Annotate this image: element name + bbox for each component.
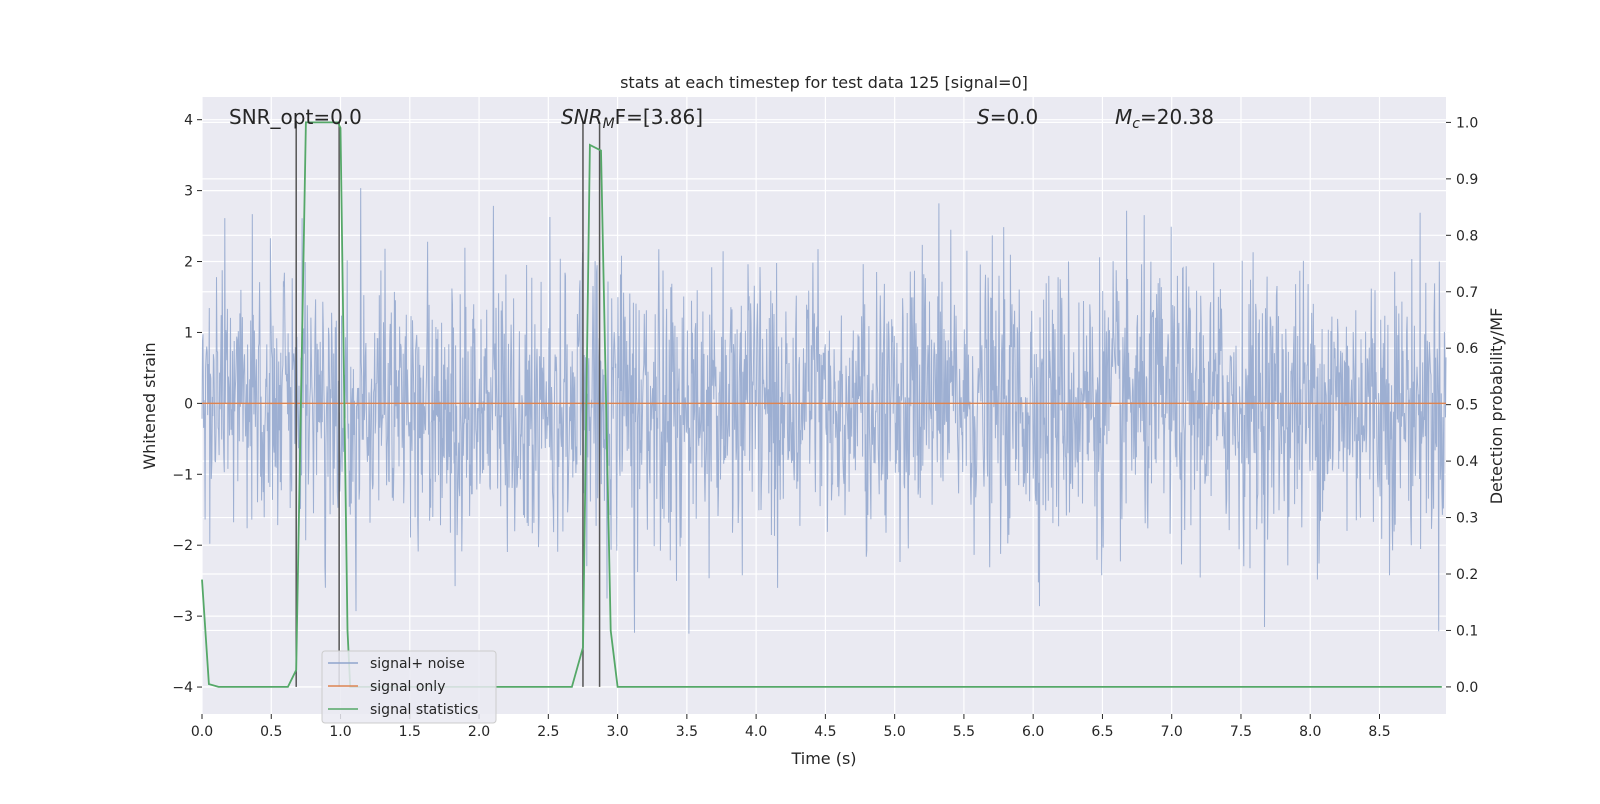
y-tick-label: −1 (172, 467, 193, 483)
annotation-snr-opt: SNR_opt=0.0 (229, 105, 362, 129)
x-tick-label: 2.0 (468, 724, 490, 740)
y2-tick-label: 0.5 (1456, 398, 1478, 414)
y2-tick-label: 0.8 (1456, 228, 1478, 244)
x-tick-label: 4.5 (814, 724, 836, 740)
x-tick-label: 8.0 (1299, 724, 1321, 740)
y-tick-label: 1 (184, 325, 193, 341)
legend-label-signal-noise: signal+ noise (370, 656, 465, 672)
x-tick-label: 1.0 (329, 724, 351, 740)
x-tick-label: 7.5 (1230, 724, 1252, 740)
y2-tick-label: 0.1 (1456, 623, 1478, 639)
x-tick-label: 6.0 (1022, 724, 1044, 740)
y2-tick-label: 0.2 (1456, 567, 1478, 583)
annotation-snr-mf: SNRMF=[3.86] (561, 105, 703, 132)
x-tick-label: 3.0 (606, 724, 628, 740)
y-tick-label: 3 (184, 184, 193, 200)
annotation-s: S=0.0 (977, 105, 1038, 129)
x-axis-label: Time (s) (790, 749, 856, 768)
y-tick-label: 4 (184, 113, 193, 129)
y2-axis-label: Detection probability/MF (1487, 308, 1506, 505)
signal-statistics-series (201, 121, 1442, 688)
x-tick-label: 0.5 (260, 724, 282, 740)
x-tick-label: 0.0 (191, 724, 213, 740)
y2-tick-label: 0.4 (1456, 454, 1478, 470)
x-tick-label: 6.5 (1091, 724, 1113, 740)
legend-label-signal-only: signal only (370, 679, 445, 695)
y2-tick-label: 1.0 (1456, 115, 1478, 131)
signal-noise-line (201, 188, 1447, 634)
y-ticks: 4 3 2 1 0 −1 −2 −3 −4 (172, 113, 202, 696)
y2-tick-label: 0.6 (1456, 341, 1478, 357)
chart-title: stats at each timestep for test data 125… (620, 73, 1028, 92)
legend-label-signal-statistics: signal statistics (370, 702, 478, 718)
y2-ticks: 1.0 0.9 0.8 0.7 0.6 0.5 0.4 0.3 0.2 0.1 0.0 (1446, 115, 1478, 696)
y2-tick-label: 0.3 (1456, 511, 1478, 527)
legend: signal+ noise signal only signal statist… (321, 650, 497, 724)
y-axis-label: Whitened strain (140, 342, 159, 469)
signal-statistics-line (201, 121, 1442, 688)
y-tick-label: 2 (184, 255, 193, 271)
y-tick-label: −2 (172, 538, 193, 554)
y-tick-label: −4 (172, 680, 193, 696)
x-tick-label: 7.0 (1161, 724, 1183, 740)
y2-tick-label: 0.0 (1456, 680, 1478, 696)
x-tick-label: 1.5 (399, 724, 421, 740)
signal-noise-series (201, 188, 1447, 634)
annotation-mc: Mc=20.38 (1115, 105, 1214, 132)
x-tick-label: 2.5 (537, 724, 559, 740)
x-tick-label: 5.0 (884, 724, 906, 740)
y-tick-label: 0 (184, 396, 193, 412)
x-ticks: 0.0 0.5 1.0 1.5 2.0 2.5 3.0 3.5 4.0 4.5 5.0 5.5 6.0 6… (191, 714, 1391, 740)
x-tick-label: 5.5 (953, 724, 975, 740)
x-tick-label: 3.5 (676, 724, 698, 740)
x-tick-label: 4.0 (745, 724, 767, 740)
y2-tick-label: 0.9 (1456, 172, 1478, 188)
y-tick-label: −3 (172, 609, 193, 625)
y2-tick-label: 0.7 (1456, 285, 1478, 301)
x-tick-label: 8.5 (1368, 724, 1390, 740)
legend-box (321, 650, 497, 724)
